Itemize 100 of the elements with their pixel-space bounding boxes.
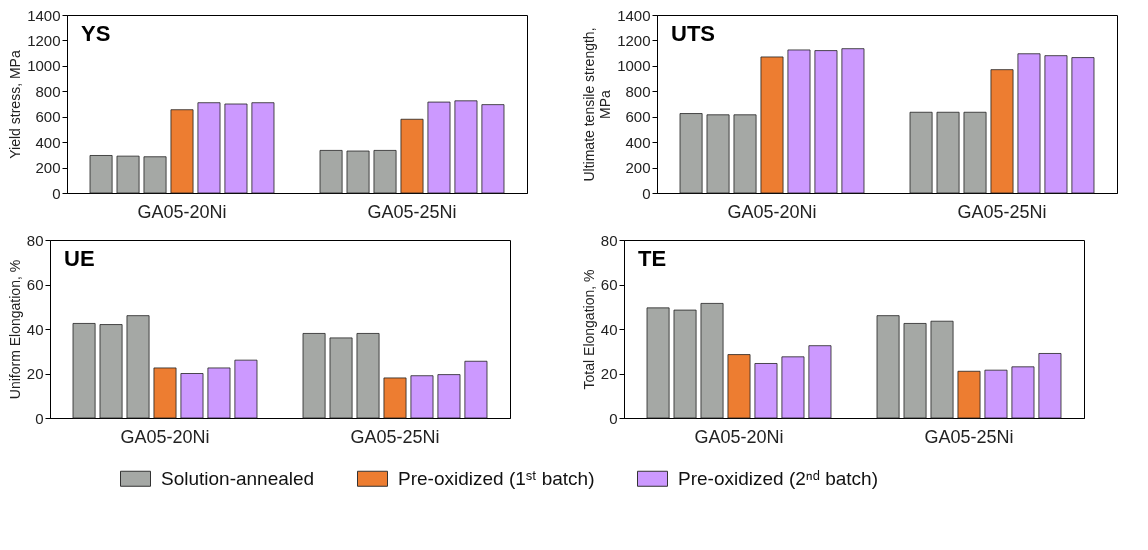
y-tick-label: 1200 — [27, 31, 61, 49]
bar — [170, 109, 194, 194]
y-tick-label: 0 — [35, 409, 44, 427]
x-tick-label: GA05-20Ni — [137, 201, 227, 222]
bar — [153, 367, 177, 419]
y-tick-label: 800 — [625, 82, 651, 100]
bar — [936, 111, 960, 194]
y-tick-label: 1000 — [27, 57, 61, 75]
bar — [787, 49, 811, 194]
y-tick-label: 20 — [26, 365, 44, 382]
bar — [754, 363, 778, 419]
bar — [99, 324, 123, 419]
bar — [808, 345, 832, 419]
bar — [329, 337, 353, 419]
bar — [319, 150, 343, 194]
y-tick-label: 0 — [609, 409, 618, 427]
x-tick-label: GA05-20Ni — [120, 426, 210, 447]
bar — [963, 111, 987, 194]
chart-title: TE — [638, 246, 667, 271]
bar — [464, 360, 488, 419]
bar — [1011, 366, 1035, 419]
x-tick-label: GA05-20Ni — [694, 426, 784, 447]
bar — [876, 315, 900, 419]
y-tick-label: 600 — [625, 108, 651, 126]
bar — [437, 374, 461, 419]
bar — [1038, 353, 1062, 419]
bar — [673, 309, 697, 419]
x-tick-label: GA05-25Ni — [367, 201, 457, 222]
y-tick-label: 400 — [35, 133, 61, 151]
bar — [224, 103, 248, 194]
y-tick-label: 40 — [26, 320, 44, 338]
y-tick-label: 40 — [600, 320, 618, 338]
y-axis-title: Uniform Elongation, % — [6, 259, 23, 400]
bar — [126, 315, 150, 419]
bar — [646, 307, 670, 419]
y-tick-label: 0 — [52, 184, 61, 202]
bar — [1044, 55, 1068, 194]
y-axis-title: Yield stress, MPa — [7, 50, 24, 159]
bar — [679, 113, 703, 194]
y-tick-label: 80 — [600, 231, 618, 249]
y-tick-label: 1200 — [617, 31, 651, 49]
y-axis-title: Total Elongation, % — [580, 269, 597, 390]
bar — [1071, 57, 1095, 194]
bar — [909, 111, 933, 194]
bar — [733, 114, 757, 194]
bar — [454, 100, 478, 194]
y-tick-label: 600 — [35, 108, 61, 126]
bar — [760, 56, 784, 194]
y-tick-label: 80 — [26, 231, 44, 249]
y-tick-label: 60 — [600, 276, 618, 293]
bar — [180, 373, 204, 419]
bar — [957, 370, 981, 419]
bar — [143, 156, 167, 194]
bar — [197, 102, 221, 194]
chart-title: UE — [64, 246, 95, 271]
y-axis-title: Ultimate tensile strength, MPa — [581, 27, 614, 182]
bar — [346, 150, 370, 194]
bar — [410, 375, 434, 419]
bar — [706, 114, 730, 194]
bar — [234, 359, 258, 419]
bar — [814, 50, 838, 194]
bar — [781, 356, 805, 419]
bar — [356, 333, 380, 419]
x-tick-label: GA05-25Ni — [350, 426, 440, 447]
bar — [383, 377, 407, 419]
chart-title: YS — [81, 21, 111, 46]
bar — [72, 323, 96, 419]
y-tick-label: 20 — [600, 365, 618, 382]
bar — [481, 104, 505, 194]
y-tick-label: 1000 — [617, 57, 651, 75]
x-tick-label: GA05-20Ni — [727, 201, 817, 222]
chart-title: UTS — [671, 21, 715, 46]
bar — [251, 102, 275, 194]
bar — [373, 150, 397, 194]
x-tick-label: GA05-25Ni — [957, 201, 1047, 222]
legend-label: Pre-oxidized (1ˢᵗ batch) — [398, 467, 595, 489]
bar — [302, 333, 326, 419]
bar — [990, 69, 1014, 194]
bar — [841, 48, 865, 194]
bar — [700, 303, 724, 419]
legend-label: Pre-oxidized (2ⁿᵈ batch) — [678, 467, 878, 489]
bar — [984, 369, 1008, 419]
y-tick-label: 200 — [625, 159, 651, 177]
bar — [930, 320, 954, 419]
legend-label: Solution-annealed — [161, 467, 315, 489]
bar — [89, 155, 113, 194]
y-tick-label: 200 — [35, 159, 61, 177]
bar — [1017, 53, 1041, 194]
bar — [427, 101, 451, 194]
y-tick-label: 1400 — [27, 6, 61, 24]
bar — [116, 155, 140, 194]
y-tick-label: 800 — [35, 82, 61, 100]
bar — [400, 118, 424, 194]
y-tick-label: 1400 — [617, 6, 651, 24]
bar — [207, 367, 231, 419]
bar — [727, 354, 751, 419]
x-tick-label: GA05-25Ni — [924, 426, 1014, 447]
y-tick-label: 60 — [26, 276, 44, 293]
y-tick-label: 0 — [642, 184, 651, 202]
bar — [903, 323, 927, 419]
